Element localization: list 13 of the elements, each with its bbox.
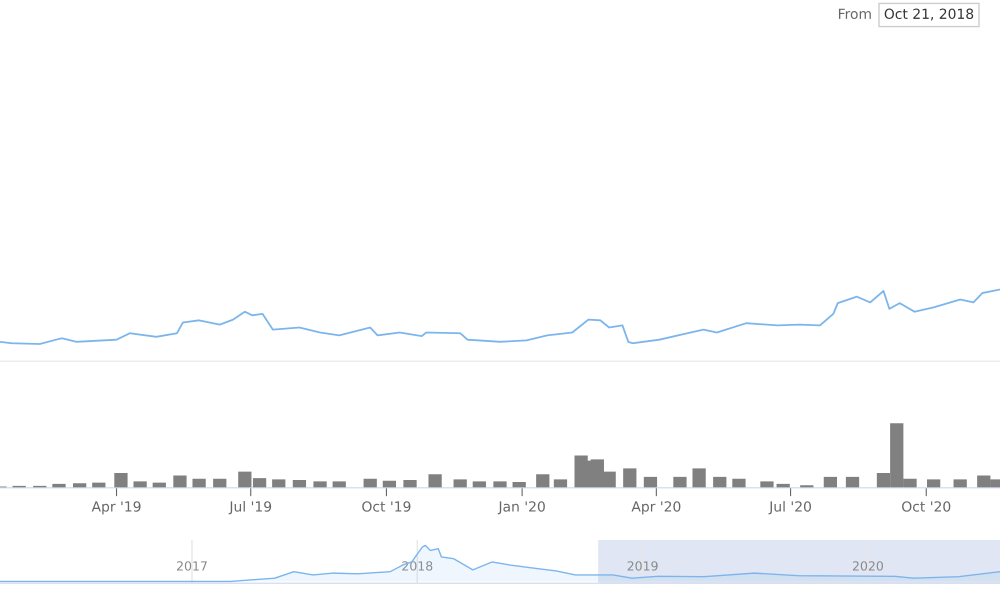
x-tick-label: Oct '20: [902, 501, 950, 512]
x-tick-label: Jan '20: [498, 501, 545, 514]
x-tick-label: 2018: [402, 561, 432, 571]
x-tick-label: Apr '19: [92, 501, 141, 514]
x-tick-label: Apr '20: [631, 501, 680, 514]
x-tick-label: Jul '19: [228, 500, 272, 514]
text: Oct 21, 2018: [884, 8, 974, 20]
text: From: [838, 8, 871, 20]
x-tick-label: Jul '20: [768, 500, 811, 514]
x-tick-label: Oct '19: [362, 501, 410, 512]
x-tick-label: 2019: [628, 561, 658, 571]
x-tick-label: 2020: [852, 561, 883, 571]
x-tick-label: 2017: [176, 561, 207, 571]
